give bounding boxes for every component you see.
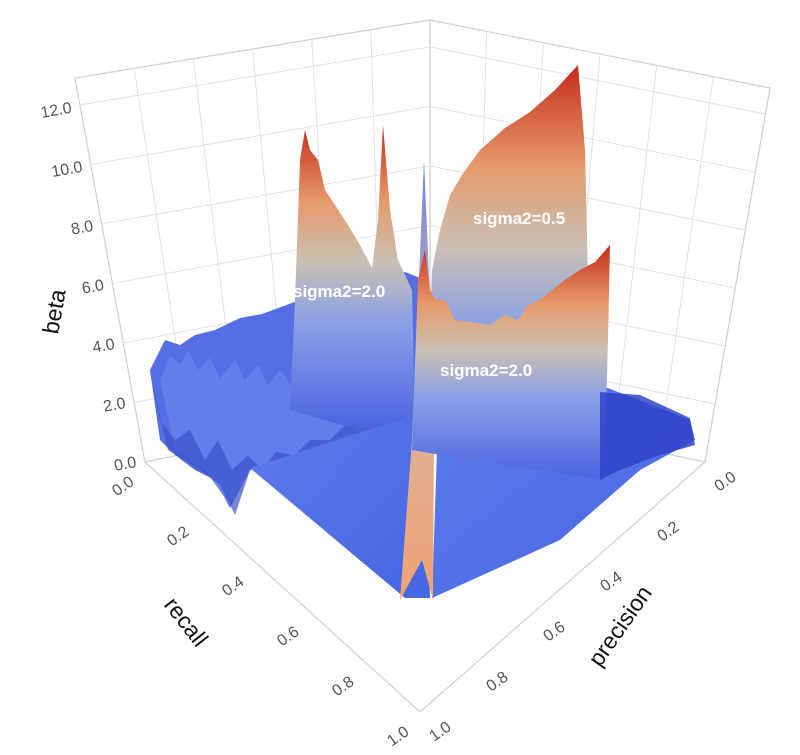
grid-line-z <box>90 105 756 173</box>
x-tick-label: 0.6 <box>274 623 302 650</box>
z-tick-label: 6.0 <box>81 277 106 298</box>
x-tick-label: 0.0 <box>109 473 137 500</box>
grid-line-right-wall <box>612 65 658 443</box>
annotation-label: sigma2=2.0 <box>440 361 532 380</box>
surface-ridge-right-front <box>412 245 610 480</box>
x-tick-label: 0.2 <box>164 523 192 550</box>
z-tick-label: 12.0 <box>39 100 73 122</box>
surface-floor-center <box>250 408 430 598</box>
precision-axis-line <box>419 461 706 713</box>
x-tick-label: 1.0 <box>384 723 412 750</box>
z-axis-ticks: 0.0 2.0 4.0 6.0 8.0 10.0 12.0 <box>39 100 137 475</box>
z-axis-title: beta <box>37 287 70 336</box>
annotation-label: sigma2=2.0 <box>293 282 385 301</box>
z-tick-label: 4.0 <box>91 336 116 357</box>
z-tick-label: 0.0 <box>113 454 138 475</box>
y-tick-label: 1.0 <box>427 719 455 746</box>
y-tick-label: 0.6 <box>541 619 569 646</box>
surface-peak-left <box>290 125 415 430</box>
surface-plateau-left-dark <box>150 372 400 515</box>
y-tick-label: 0.4 <box>598 569 626 596</box>
y-tick-label: 0.2 <box>655 519 683 546</box>
grid-line-z <box>79 46 766 115</box>
surface-floor-edge-right <box>600 392 695 480</box>
x-tick-label: 0.4 <box>219 573 247 600</box>
grid-line-right-wall <box>658 76 714 453</box>
x-axis-title: recall <box>159 592 213 651</box>
z-tick-label: 2.0 <box>102 395 127 416</box>
y-tick-label: 0.8 <box>484 669 512 696</box>
y-tick-label: 0.0 <box>712 469 740 496</box>
annotation-label: sigma2=0.5 <box>473 209 565 228</box>
z-tick-label: 10.0 <box>50 159 84 181</box>
y-axis-title: precision <box>583 581 657 671</box>
surfaces-layer <box>150 65 695 600</box>
x-tick-label: 0.8 <box>329 673 357 700</box>
recall-axis-line <box>144 461 421 713</box>
z-tick-label: 8.0 <box>70 218 95 239</box>
annotations-layer: sigma2=2.0 sigma2=0.5 sigma2=2.0 <box>293 209 565 380</box>
